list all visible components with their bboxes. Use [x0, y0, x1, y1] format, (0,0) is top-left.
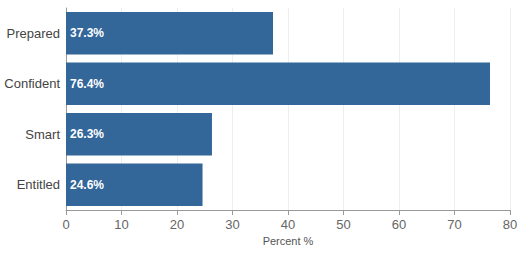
svg-text:Confident: Confident — [4, 76, 60, 91]
svg-text:Entitled: Entitled — [17, 177, 60, 192]
svg-text:Percent %: Percent % — [263, 235, 314, 247]
svg-text:26.3%: 26.3% — [70, 127, 104, 141]
svg-text:30: 30 — [225, 217, 239, 232]
svg-text:76.4%: 76.4% — [70, 77, 104, 91]
svg-text:80: 80 — [503, 217, 517, 232]
svg-text:50: 50 — [336, 217, 350, 232]
svg-text:60: 60 — [392, 217, 406, 232]
svg-text:20: 20 — [170, 217, 184, 232]
svg-text:24.6%: 24.6% — [70, 178, 104, 192]
svg-text:0: 0 — [62, 217, 69, 232]
svg-text:37.3%: 37.3% — [70, 26, 104, 40]
svg-text:Smart: Smart — [25, 127, 60, 142]
svg-text:40: 40 — [281, 217, 295, 232]
svg-text:Prepared: Prepared — [7, 26, 60, 41]
svg-text:70: 70 — [447, 217, 461, 232]
svg-text:10: 10 — [114, 217, 128, 232]
